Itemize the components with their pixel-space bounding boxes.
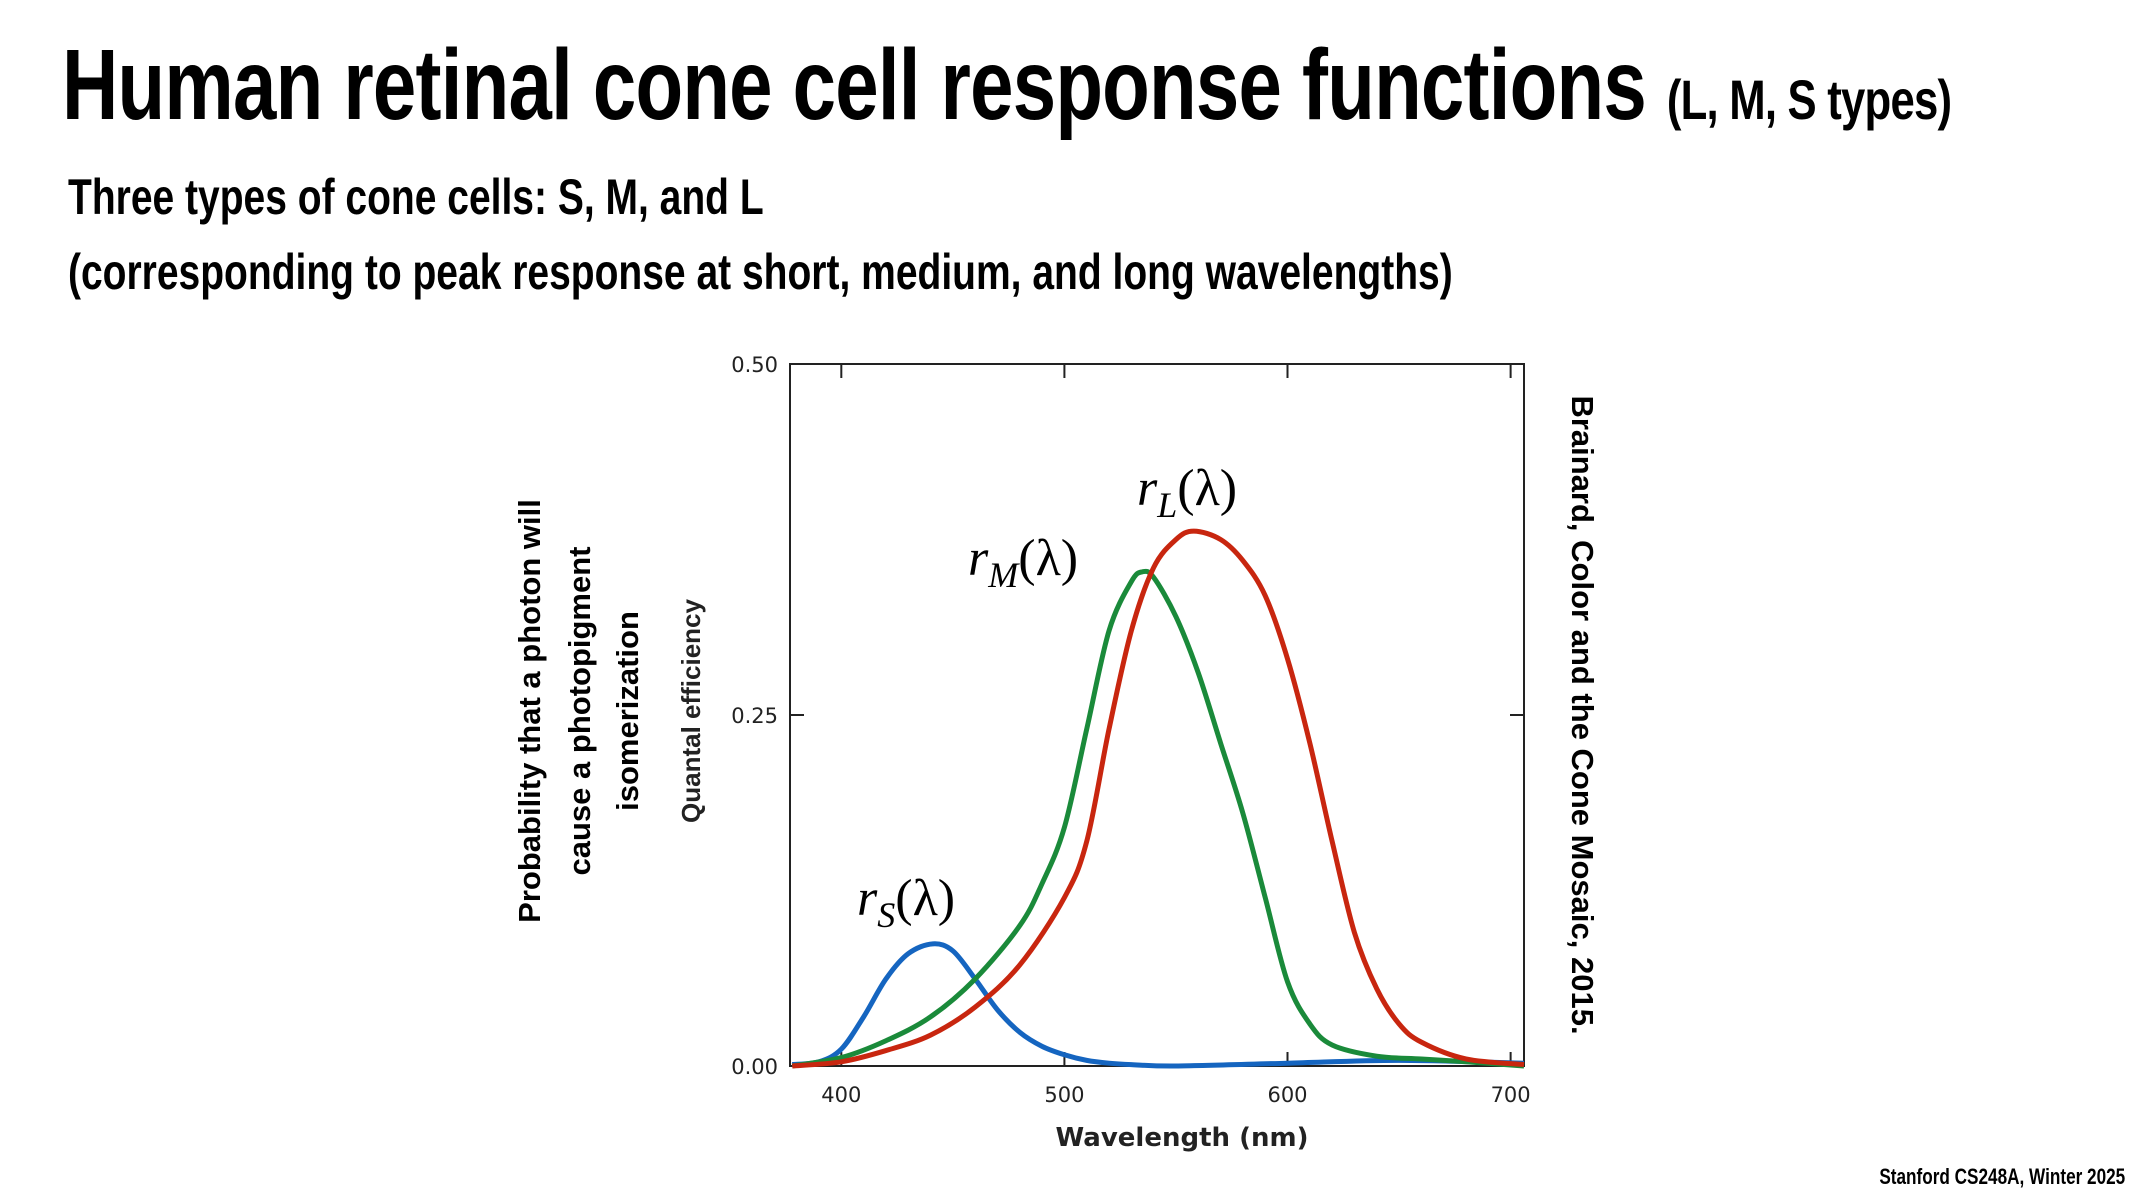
curve-label-L: rL(λ)	[1137, 460, 1237, 525]
y-axis-label: Quantal efficiency	[676, 598, 706, 822]
side-label-line-3: isomerization	[610, 611, 645, 811]
side-label: Probability that a photon will cause a p…	[512, 499, 645, 923]
title-suffix: (L, M, S types)	[1666, 68, 1952, 131]
x-axis-label: Wavelength (nm)	[1056, 1123, 1309, 1153]
x-tick-label: 700	[1491, 1083, 1531, 1107]
side-label-line-2: cause a photopigment	[562, 547, 597, 876]
y-tick-label: 0.25	[731, 704, 778, 728]
curve-label-S: rS(λ)	[857, 870, 955, 935]
x-tick-label: 600	[1267, 1083, 1307, 1107]
series-line-L	[792, 528, 1525, 1069]
subtitle-1: Three types of cone cells: S, M, and L	[68, 169, 764, 225]
x-tick-label: 500	[1044, 1083, 1084, 1107]
y-tick-label: 0.50	[731, 353, 778, 377]
series-line-M	[791, 568, 1525, 1069]
series-line-S	[791, 941, 1525, 1069]
side-label-line-1: Probability that a photon will	[512, 499, 547, 923]
page-title: Human retinal cone cell response functio…	[62, 28, 1952, 143]
subtitle-2: (corresponding to peak response at short…	[68, 244, 1453, 300]
curve-label-M: rM(λ)	[968, 530, 1078, 595]
title-main: Human retinal cone cell response functio…	[62, 29, 1647, 141]
x-tick-label: 400	[821, 1083, 861, 1107]
footer-credit: Stanford CS248A, Winter 2025	[1879, 1164, 2125, 1189]
citation: Brainard, Color and the Cone Mosaic, 201…	[1565, 395, 1600, 1034]
y-tick-label: 0.00	[731, 1055, 778, 1079]
